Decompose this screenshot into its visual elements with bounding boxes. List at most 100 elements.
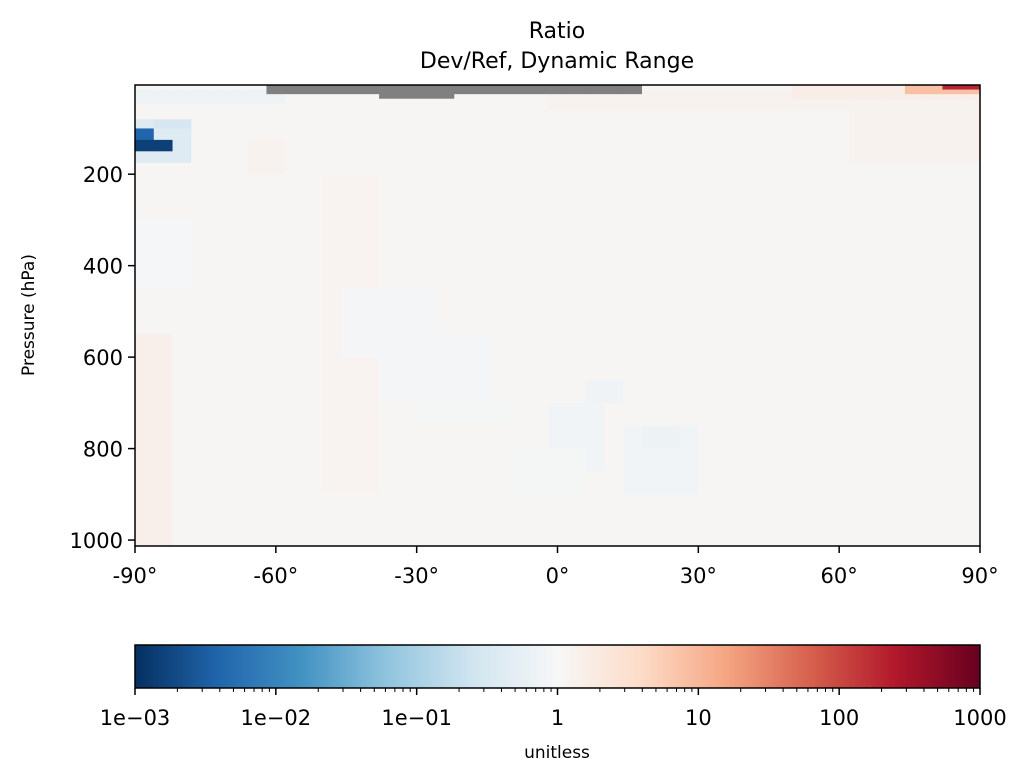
heatmap-cell [266,128,286,141]
heatmap-cell [604,242,624,267]
heatmap-cell [247,311,267,335]
heatmap-cell [886,128,906,141]
heatmap-cell [360,311,380,335]
heatmap-cell [510,242,530,267]
heatmap-cell [510,110,530,120]
heatmap-cell [172,425,192,449]
heatmap-cell [172,265,192,289]
heatmap-cell [566,265,587,289]
heatmap-cell [435,110,455,120]
heatmap-cell [304,242,324,267]
heatmap-cell [735,162,756,175]
heatmap-cell [397,162,418,175]
heatmap-cell [623,151,643,164]
heatmap-cell [341,94,361,100]
heatmap-cell [191,162,211,175]
heatmap-cell [285,85,305,90]
heatmap-cell [604,425,624,449]
heatmap-cell [566,197,587,221]
heatmap-cell [886,288,906,312]
heatmap-cell [153,242,173,267]
heatmap-cell [792,242,812,267]
heatmap-cell [360,151,380,164]
heatmap-cell [191,402,211,427]
heatmap-cell [360,379,380,404]
heatmap-cell [867,357,887,381]
heatmap-cell [792,98,812,104]
heatmap-cell [829,94,849,100]
heatmap-cell [548,162,568,175]
heatmap-cell [886,119,906,129]
heatmap-cell [322,174,342,198]
heatmap-cell [904,357,925,381]
heatmap-cell [435,219,455,244]
heatmap-cell [360,242,380,267]
heatmap-cell [341,89,361,95]
heatmap-cell [698,471,718,495]
heatmap-cell [942,494,962,518]
heatmap-cell [510,425,530,449]
heatmap-cell [829,379,849,404]
heatmap-cell [228,448,249,472]
heatmap-cell [867,402,887,427]
heatmap-cell [811,219,831,244]
heatmap-cell [735,425,756,449]
heatmap-cell [191,94,211,100]
heatmap-cell [642,265,662,289]
heatmap-cell [304,94,324,100]
heatmap-cell [454,119,474,129]
heatmap-cell [379,103,399,111]
heatmap-cell [961,174,981,198]
heatmap-cell [811,448,831,472]
heatmap-cell [341,219,361,244]
heatmap-cell [491,494,511,518]
heatmap-cell [735,494,756,518]
heatmap-cell [754,162,774,175]
heatmap-cell [642,162,662,175]
heatmap-cell [172,494,192,518]
heatmap-cell [397,151,418,164]
heatmap-cell [172,119,192,129]
heatmap-cell [548,85,568,90]
heatmap-cell [679,265,699,289]
heatmap-cell [153,379,173,404]
heatmap-cell [754,288,774,312]
heatmap-cell [848,128,868,141]
heatmap-cell [566,494,587,518]
heatmap-cell [435,151,455,164]
heatmap-cell [698,89,718,95]
heatmap-cell [904,288,925,312]
heatmap-cell [473,448,493,472]
heatmap-cell [191,334,211,358]
heatmap-cell [397,89,418,95]
heatmap-cell [904,85,925,90]
heatmap-cell [360,128,380,141]
heatmap-cell [360,110,380,120]
heatmap-cell [773,151,793,164]
heatmap-cell [304,119,324,129]
heatmap-cell [604,288,624,312]
heatmap-cell [322,103,342,111]
heatmap-cell [135,110,155,120]
heatmap-cell [491,311,511,335]
heatmap-cell [360,103,380,111]
heatmap-cell [904,119,925,129]
heatmap-cell [247,128,267,141]
heatmap-cell [679,94,699,100]
heatmap-cell [923,98,943,104]
heatmap-cell [228,89,249,95]
heatmap-cell [397,219,418,244]
heatmap-cell [529,517,549,547]
heatmap-cell [698,448,718,472]
heatmap-cell [191,89,211,95]
heatmap-cell [510,174,530,198]
heatmap-cell [210,94,230,100]
heatmap-cell [435,98,455,104]
heatmap-cell [435,517,455,547]
heatmap-cell [360,162,380,175]
heatmap-cell [397,288,418,312]
heatmap-cell [266,288,286,312]
heatmap-cell [266,265,286,289]
heatmap-cell [191,448,211,472]
heatmap-cell [510,119,530,129]
